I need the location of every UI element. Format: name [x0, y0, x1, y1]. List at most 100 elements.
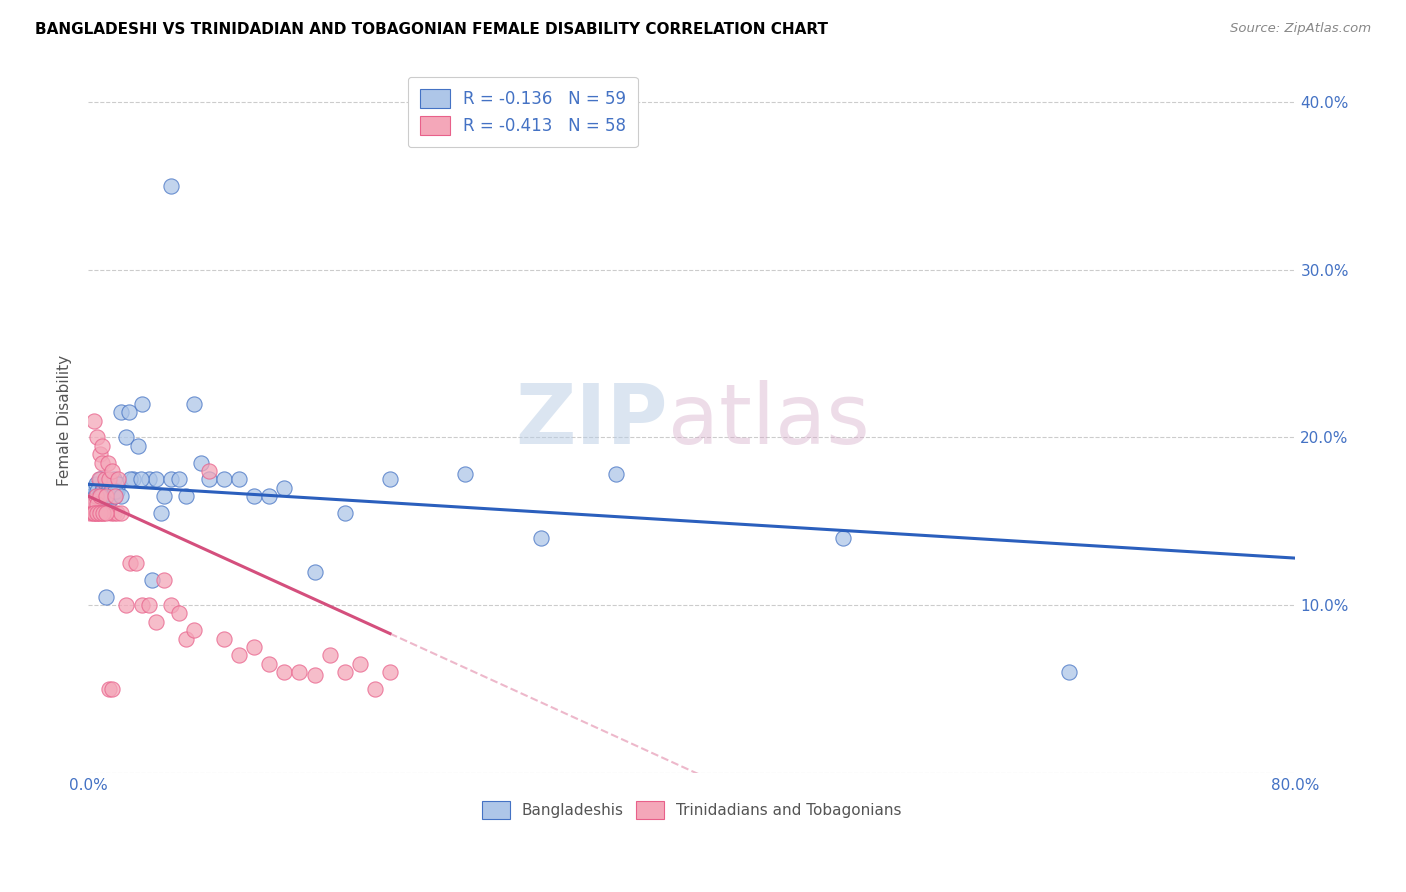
Text: ZIP: ZIP: [515, 380, 668, 461]
Point: [304, 668, 326, 682]
Point: [131, 598, 153, 612]
Point: [212, 472, 235, 486]
Point: [105, 506, 128, 520]
Point: [86, 484, 108, 499]
Point: [104, 489, 127, 503]
Point: [83, 414, 105, 428]
Point: [167, 472, 190, 486]
Point: [89, 492, 111, 507]
Point: [120, 556, 142, 570]
Text: Source: ZipAtlas.com: Source: ZipAtlas.com: [1230, 22, 1371, 36]
Point: [605, 467, 627, 482]
Point: [333, 665, 356, 680]
Point: [160, 178, 183, 193]
Point: [89, 472, 111, 486]
Point: [86, 506, 108, 520]
Point: [110, 405, 132, 419]
Point: [83, 481, 105, 495]
Point: [101, 481, 124, 495]
Point: [304, 565, 326, 579]
Point: [90, 489, 112, 503]
Point: [273, 665, 295, 680]
Point: [104, 489, 127, 503]
Point: [152, 573, 174, 587]
Point: [80, 498, 103, 512]
Point: [167, 607, 190, 621]
Point: [127, 439, 149, 453]
Point: [103, 472, 125, 486]
Point: [91, 506, 114, 520]
Point: [96, 489, 118, 503]
Point: [110, 489, 132, 503]
Point: [83, 506, 105, 520]
Point: [183, 397, 205, 411]
Point: [104, 484, 127, 499]
Point: [82, 506, 104, 520]
Point: [90, 439, 112, 453]
Point: [86, 498, 108, 512]
Point: [90, 456, 112, 470]
Point: [530, 531, 553, 545]
Point: [86, 492, 108, 507]
Point: [1057, 665, 1080, 680]
Point: [82, 498, 104, 512]
Point: [98, 494, 121, 508]
Point: [110, 506, 132, 520]
Point: [84, 489, 107, 503]
Point: [138, 598, 160, 612]
Point: [318, 648, 340, 663]
Point: [94, 489, 117, 503]
Point: [84, 477, 107, 491]
Point: [273, 481, 295, 495]
Point: [89, 447, 111, 461]
Point: [174, 632, 197, 646]
Point: [97, 456, 120, 470]
Point: [84, 506, 107, 520]
Point: [89, 506, 111, 520]
Point: [100, 489, 122, 503]
Point: [80, 489, 103, 503]
Point: [174, 489, 197, 503]
Point: [101, 681, 124, 696]
Point: [138, 472, 160, 486]
Point: [141, 573, 163, 587]
Point: [454, 467, 477, 482]
Point: [131, 397, 153, 411]
Point: [98, 681, 121, 696]
Point: [122, 472, 145, 486]
Point: [98, 472, 121, 486]
Point: [243, 489, 266, 503]
Point: [257, 657, 280, 671]
Point: [87, 506, 110, 520]
Point: [333, 506, 356, 520]
Point: [96, 506, 118, 520]
Point: [103, 506, 125, 520]
Point: [190, 456, 212, 470]
Y-axis label: Female Disability: Female Disability: [58, 355, 72, 486]
Point: [107, 477, 129, 491]
Point: [152, 489, 174, 503]
Point: [257, 489, 280, 503]
Legend: Bangladeshis, Trinidadians and Tobagonians: Bangladeshis, Trinidadians and Tobagonia…: [477, 795, 907, 825]
Point: [96, 477, 118, 491]
Point: [129, 472, 152, 486]
Point: [101, 464, 124, 478]
Point: [378, 472, 401, 486]
Point: [198, 472, 221, 486]
Point: [212, 632, 235, 646]
Text: BANGLADESHI VS TRINIDADIAN AND TOBAGONIAN FEMALE DISABILITY CORRELATION CHART: BANGLADESHI VS TRINIDADIAN AND TOBAGONIA…: [35, 22, 828, 37]
Point: [96, 590, 118, 604]
Point: [82, 494, 104, 508]
Point: [125, 556, 148, 570]
Point: [831, 531, 853, 545]
Point: [145, 472, 167, 486]
Point: [91, 481, 114, 495]
Point: [228, 648, 250, 663]
Point: [87, 489, 110, 503]
Point: [105, 484, 128, 499]
Point: [100, 506, 122, 520]
Point: [228, 472, 250, 486]
Point: [145, 615, 167, 629]
Point: [364, 681, 387, 696]
Point: [84, 489, 107, 503]
